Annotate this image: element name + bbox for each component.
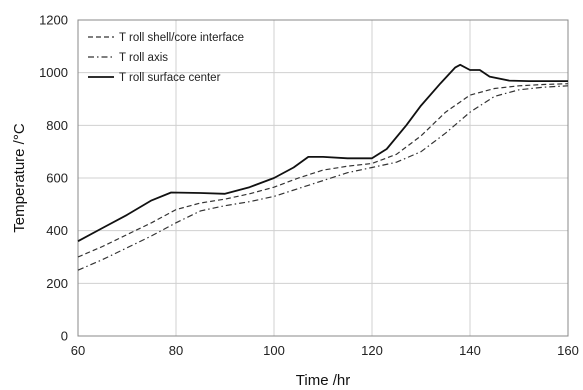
series-lines	[77, 63, 569, 271]
x-axis-ticks: 60 80 100 120 140 160	[71, 343, 579, 358]
y-tick-label: 200	[46, 276, 68, 291]
x-tick-label: 60	[71, 343, 85, 358]
x-tick-label: 100	[263, 343, 285, 358]
series-line-1	[77, 83, 569, 258]
series-line-3	[77, 63, 568, 242]
legend-label-3: T roll surface center	[119, 72, 221, 84]
y-tick-label: 1000	[39, 65, 68, 80]
y-tick-label: 0	[61, 329, 68, 344]
gridlines	[77, 19, 569, 337]
y-tick-label: 1200	[39, 13, 68, 28]
plot-area-frame	[77, 19, 569, 337]
x-tick-label: 160	[557, 343, 579, 358]
x-tick-label: 140	[459, 343, 481, 358]
x-tick-label: 80	[169, 343, 183, 358]
legend-label-1: T roll shell/core interface	[119, 32, 244, 44]
y-tick-label: 800	[46, 118, 68, 133]
y-tick-label: 600	[46, 171, 68, 186]
y-axis-title: Temperature /°C	[11, 123, 28, 233]
x-axis-title: Time /hr	[296, 372, 350, 389]
legend: T roll shell/core interface T roll axis T …	[88, 32, 244, 84]
y-axis-ticks: 0 200 400 600 800 1000 1200	[39, 13, 68, 344]
series-line-2	[77, 85, 569, 271]
x-tick-label: 120	[361, 343, 383, 358]
legend-label-2: T roll axis	[119, 52, 168, 64]
y-tick-label: 400	[46, 223, 68, 238]
